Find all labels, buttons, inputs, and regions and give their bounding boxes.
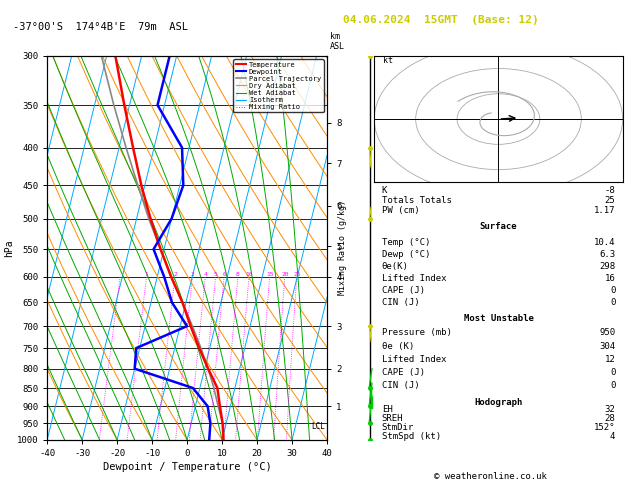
Legend: Temperature, Dewpoint, Parcel Trajectory, Dry Adiabat, Wet Adiabat, Isotherm, Mi: Temperature, Dewpoint, Parcel Trajectory… xyxy=(233,59,323,112)
Text: 1.17: 1.17 xyxy=(594,207,615,215)
Text: 10.4: 10.4 xyxy=(594,238,615,246)
Text: 15: 15 xyxy=(266,272,274,277)
Text: CAPE (J): CAPE (J) xyxy=(382,368,425,377)
Text: Most Unstable: Most Unstable xyxy=(464,314,533,323)
X-axis label: Dewpoint / Temperature (°C): Dewpoint / Temperature (°C) xyxy=(103,462,272,472)
Text: 4: 4 xyxy=(610,432,615,440)
Text: 2: 2 xyxy=(173,272,177,277)
Text: © weatheronline.co.uk: © weatheronline.co.uk xyxy=(434,472,547,481)
Text: 04.06.2024  15GMT  (Base: 12): 04.06.2024 15GMT (Base: 12) xyxy=(343,15,538,25)
Text: 25: 25 xyxy=(604,196,615,205)
Text: 4: 4 xyxy=(203,272,207,277)
Text: -37°00'S  174°4B'E  79m  ASL: -37°00'S 174°4B'E 79m ASL xyxy=(13,22,187,32)
Text: 6: 6 xyxy=(222,272,226,277)
Text: Lifted Index: Lifted Index xyxy=(382,274,446,282)
Text: Totals Totals: Totals Totals xyxy=(382,196,452,205)
Text: 16: 16 xyxy=(604,274,615,282)
Text: Pressure (mb): Pressure (mb) xyxy=(382,329,452,337)
Text: StmDir: StmDir xyxy=(382,423,414,432)
Text: CIN (J): CIN (J) xyxy=(382,381,420,390)
Text: 8: 8 xyxy=(236,272,240,277)
Text: 298: 298 xyxy=(599,261,615,271)
Text: CAPE (J): CAPE (J) xyxy=(382,286,425,295)
Text: 28: 28 xyxy=(604,414,615,423)
Text: θe(K): θe(K) xyxy=(382,261,409,271)
Text: 12: 12 xyxy=(604,355,615,364)
Text: Temp (°C): Temp (°C) xyxy=(382,238,430,246)
Text: 0: 0 xyxy=(610,381,615,390)
Text: 10: 10 xyxy=(245,272,253,277)
Text: 0: 0 xyxy=(610,368,615,377)
Text: K: K xyxy=(382,186,387,195)
Text: EH: EH xyxy=(382,405,392,414)
Text: 152°: 152° xyxy=(594,423,615,432)
Text: 5: 5 xyxy=(214,272,218,277)
Text: 3: 3 xyxy=(191,272,194,277)
Text: 6.3: 6.3 xyxy=(599,250,615,259)
Text: 304: 304 xyxy=(599,342,615,350)
Text: θe (K): θe (K) xyxy=(382,342,414,350)
Text: SREH: SREH xyxy=(382,414,403,423)
Text: 20: 20 xyxy=(281,272,289,277)
Text: Hodograph: Hodograph xyxy=(474,398,523,407)
Text: CIN (J): CIN (J) xyxy=(382,297,420,307)
Text: 950: 950 xyxy=(599,329,615,337)
Text: StmSpd (kt): StmSpd (kt) xyxy=(382,432,441,440)
Text: Dewp (°C): Dewp (°C) xyxy=(382,250,430,259)
Text: km
ASL: km ASL xyxy=(330,33,345,51)
Text: LCL: LCL xyxy=(311,422,325,431)
Text: 0: 0 xyxy=(610,297,615,307)
Text: PW (cm): PW (cm) xyxy=(382,207,420,215)
Text: kt: kt xyxy=(382,56,392,66)
Y-axis label: hPa: hPa xyxy=(4,239,14,257)
Text: 0: 0 xyxy=(610,286,615,295)
Text: Lifted Index: Lifted Index xyxy=(382,355,446,364)
Text: 32: 32 xyxy=(604,405,615,414)
Text: -8: -8 xyxy=(604,186,615,195)
Text: Surface: Surface xyxy=(480,222,517,231)
Text: 1: 1 xyxy=(145,272,148,277)
Text: Mixing Ratio (g/kg): Mixing Ratio (g/kg) xyxy=(338,200,347,295)
Text: 25: 25 xyxy=(293,272,301,277)
